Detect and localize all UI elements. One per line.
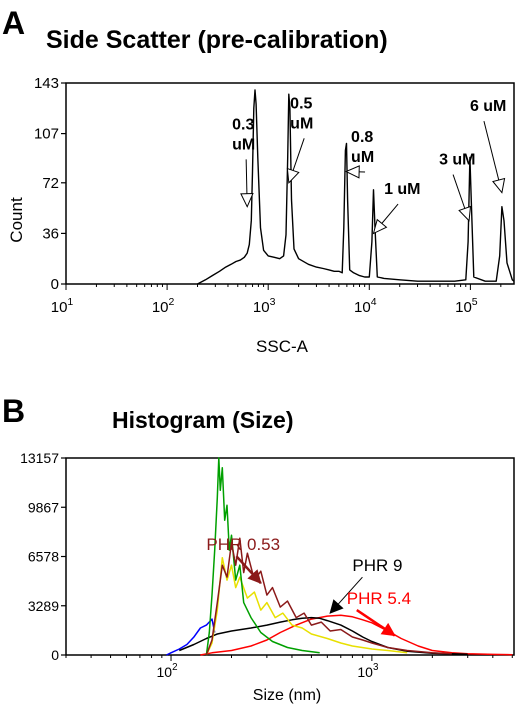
x-tick-label: 103 (253, 296, 276, 316)
y-tick-label: 0 (51, 647, 59, 663)
y-tick-label: 6578 (28, 549, 59, 565)
chart-b-title: Histogram (Size) (112, 407, 293, 433)
plot-frame (65, 82, 515, 285)
annotation-arrowhead (372, 218, 388, 235)
annotation-arrowhead (286, 167, 300, 184)
chart-a-ylabel: Count (7, 197, 26, 243)
chart-b-xlabel: Size (nm) (253, 687, 321, 704)
y-tick-label: 9867 (28, 499, 59, 515)
y-tick-label: 143 (34, 75, 59, 92)
y-tick-label: 0 (51, 276, 59, 293)
annotation-arrowhead (380, 622, 396, 637)
x-tick-label: 101 (51, 296, 74, 316)
chart-a-plot: 0 36 72 107 143 101 102 103 104 105 0.3 uM 0.5 uM 0.8 u… (34, 75, 515, 316)
annotation-b: PHR 5.4 (347, 589, 411, 608)
annotation-arrowhead (329, 599, 344, 614)
y-tick-label: 3289 (28, 598, 59, 614)
annotation-a: 0.3 uM (232, 116, 255, 153)
x-tick-label: 102 (157, 662, 178, 680)
x-tick-label: 104 (354, 296, 377, 316)
x-tick-label: 105 (455, 296, 478, 316)
annotation-b: PHR 0.53 (206, 535, 280, 554)
y-tick-label: 107 (34, 126, 59, 143)
annotation-a: 1 uM (384, 181, 420, 198)
y-tick-label: 72 (42, 175, 59, 192)
y-tick-label: 36 (42, 225, 59, 242)
panel-label-a: A (2, 5, 25, 41)
series-line-5 (205, 537, 452, 656)
panel-label-b: B (2, 393, 25, 429)
x-tick-label: 102 (152, 296, 175, 316)
x-tick-label: 103 (357, 662, 379, 680)
plot-frame (65, 457, 515, 656)
chart-a-title: Side Scatter (pre-calibration) (46, 26, 388, 54)
annotation-arrowhead (458, 205, 472, 222)
annotation-a: 3 uM (439, 152, 475, 169)
annotation-arrowhead (492, 177, 506, 194)
annotation-arrowhead (247, 569, 262, 584)
y-tick-label: 13157 (20, 450, 59, 466)
annotation-a: 0.5 uM (290, 95, 313, 132)
annotation-arrowhead (240, 193, 254, 208)
annotation-arrowhead (344, 165, 360, 179)
chart-a-xlabel: SSC-A (256, 337, 309, 356)
annotation-b: PHR 9 (352, 556, 402, 575)
series-line-4 (205, 457, 320, 656)
annotation-a: 6 uM (470, 98, 506, 115)
chart-b-plot: 0 3289 6578 9867 13157 102 103 PHR 0.53 PHR 9 PHR… (20, 450, 515, 680)
annotation-a: 0.8 uM (351, 129, 374, 166)
series-line-2 (179, 616, 468, 656)
series-line-0 (197, 89, 515, 285)
series-line-1 (200, 614, 513, 656)
